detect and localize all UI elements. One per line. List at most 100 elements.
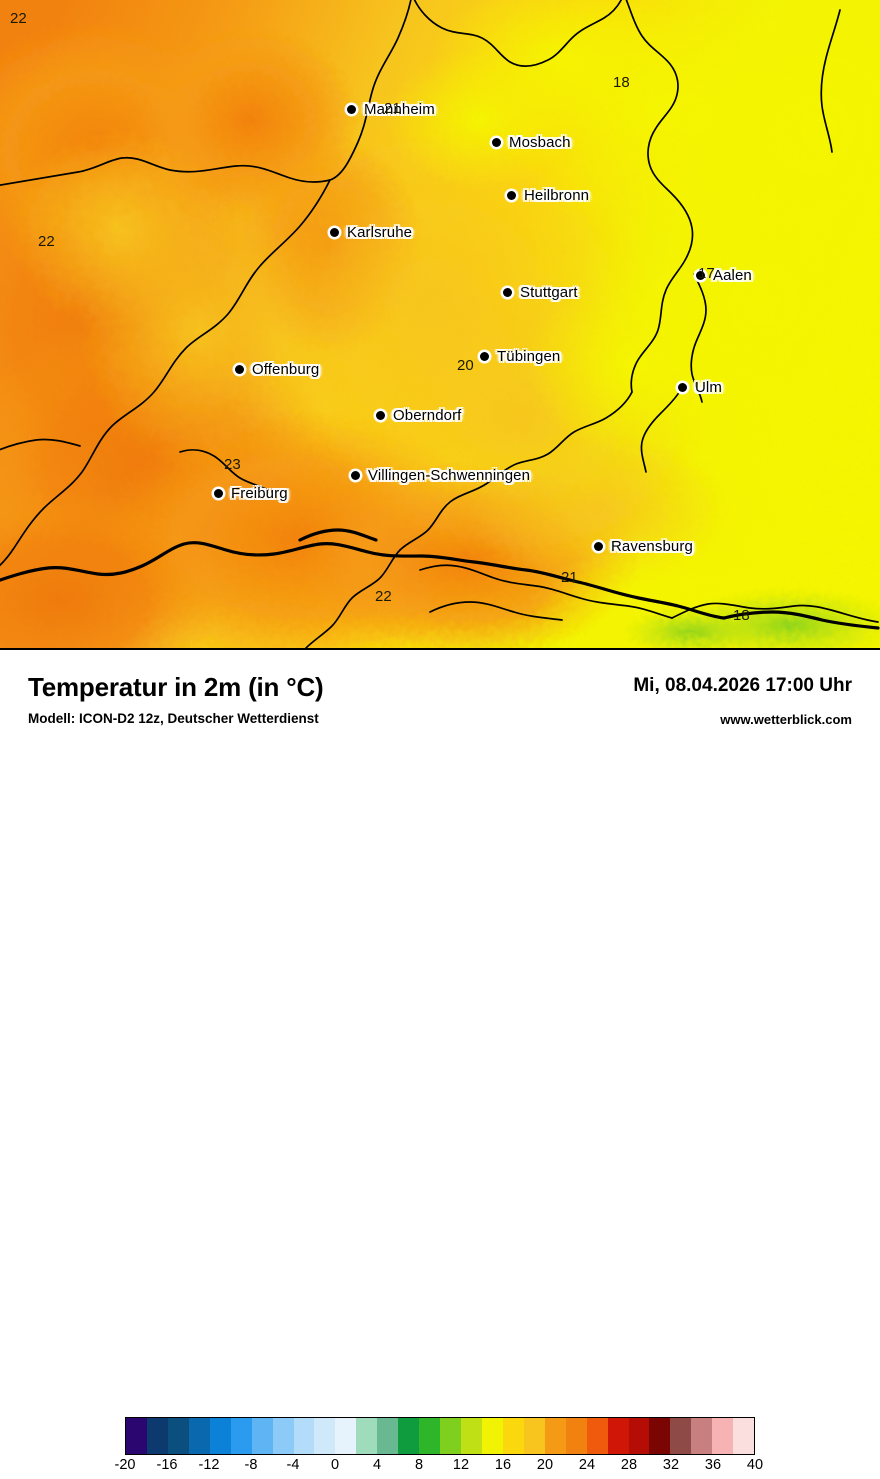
footer: Temperatur in 2m (in °C) Modell: ICON-D2… (0, 650, 880, 1473)
color-scale-swatch (230, 1418, 252, 1454)
isoline-label: 18 (613, 74, 630, 91)
color-scale-tick-label: 12 (452, 1457, 470, 1473)
isoline-label: 22 (375, 588, 392, 605)
color-scale-swatch (440, 1418, 461, 1454)
color-scale-swatch (188, 1418, 210, 1454)
color-scale-tick-label: -8 (244, 1457, 258, 1473)
national-border (0, 528, 880, 630)
isoline-label: 21 (561, 569, 578, 586)
color-scale-tick-label: -16 (156, 1457, 178, 1473)
city-marker-mosbach[interactable]: Mosbach (492, 134, 571, 151)
color-scale-swatch (733, 1418, 755, 1454)
city-label: Ravensburg (611, 538, 693, 555)
city-marker-freiburg[interactable]: Freiburg (214, 485, 288, 502)
city-marker-aalen[interactable]: Aalen (696, 267, 752, 284)
city-dot-icon (214, 489, 223, 498)
color-scale-tick-label: -20 (114, 1457, 136, 1473)
isoline-label: 22 (10, 10, 27, 27)
color-scale-tick-label: 32 (662, 1457, 680, 1473)
city-dot-icon (503, 288, 512, 297)
city-label: Mosbach (509, 134, 571, 151)
color-scale-swatch (398, 1418, 420, 1454)
administrative-borders (0, 0, 879, 649)
website-credit: www.wetterblick.com (720, 712, 852, 727)
city-dot-icon (376, 411, 385, 420)
color-scale-swatch (565, 1418, 587, 1454)
city-label: Villingen-Schwenningen (368, 467, 531, 484)
color-scale-swatch (649, 1418, 671, 1454)
color-scale-swatch (335, 1418, 357, 1454)
color-scale-tick-label: 36 (704, 1457, 722, 1473)
color-scale-swatch (461, 1418, 482, 1454)
color-scale-tick-label: 4 (372, 1457, 382, 1473)
isoline-label: 22 (38, 233, 55, 250)
color-scale-swatch (628, 1418, 650, 1454)
color-scale-swatch (377, 1418, 399, 1454)
city-dot-icon (480, 352, 489, 361)
isoline-label: 21 (384, 100, 401, 117)
city-label: Ulm (695, 379, 722, 396)
color-scale-swatch (586, 1418, 608, 1454)
city-dot-icon (235, 365, 244, 374)
city-dot-icon (594, 542, 603, 551)
city-dot-icon (330, 228, 339, 237)
color-scale-swatch (272, 1418, 294, 1454)
color-scale-swatch (146, 1418, 168, 1454)
city-marker-mannheim[interactable]: Mannheim (347, 101, 435, 118)
city-marker-villingen-schwenningen[interactable]: Villingen-Schwenningen (351, 467, 530, 484)
city-label: Tübingen (497, 348, 561, 365)
city-label: Offenburg (252, 361, 320, 378)
color-scale-tick-label: 24 (578, 1457, 596, 1473)
color-scale-tick-label: 20 (536, 1457, 554, 1473)
color-scale-tick-label: 0 (330, 1457, 340, 1473)
color-scale: -20 -16 -12 -8 -4 0 4 8 12 16 20 24 28 32 36 40 (115, 1417, 763, 1473)
city-label: Oberndorf (393, 407, 462, 424)
color-scale-swatch (209, 1418, 231, 1454)
color-scale-swatch (712, 1418, 734, 1454)
color-scale-swatch (293, 1418, 315, 1454)
color-scale-swatch (356, 1418, 378, 1454)
valid-time: Mi, 08.04.2026 17:00 Uhr (633, 675, 852, 696)
city-dot-icon (492, 138, 501, 147)
city-marker-heilbronn[interactable]: Heilbronn (507, 187, 589, 204)
color-scale-swatch (670, 1418, 692, 1454)
city-marker-karlsruhe[interactable]: Karlsruhe (330, 224, 412, 241)
city-marker-offenburg[interactable]: Offenburg (235, 361, 319, 378)
color-scale-swatch (167, 1418, 189, 1454)
color-scale-swatch (314, 1418, 336, 1454)
color-scale-swatch (251, 1418, 273, 1454)
city-label: Stuttgart (520, 284, 578, 301)
city-dot-icon (507, 191, 516, 200)
color-scale-tick-label: 8 (414, 1457, 424, 1473)
temperature-map[interactable]: Mannheim Mosbach Heilbronn Karlsruhe Aalen St… (0, 0, 880, 650)
city-label: Heilbronn (524, 187, 590, 204)
color-scale-swatch (126, 1418, 147, 1454)
color-scale-swatch (607, 1418, 629, 1454)
city-marker-ravensburg[interactable]: Ravensburg (594, 538, 693, 555)
color-scale-swatch (481, 1418, 503, 1454)
city-label: Aalen (713, 267, 752, 284)
isoline-label: 17 (698, 265, 715, 282)
city-marker-stuttgart[interactable]: Stuttgart (503, 284, 578, 301)
city-dot-icon (351, 471, 360, 480)
color-scale-tick-label: -12 (198, 1457, 220, 1473)
color-scale-swatch (419, 1418, 441, 1454)
color-scale-tick-label: 28 (620, 1457, 638, 1473)
city-dot-icon (696, 271, 705, 280)
color-scale-tick-label: -4 (286, 1457, 300, 1473)
color-scale-swatch (691, 1418, 713, 1454)
page-title: Temperatur in 2m (in °C) (28, 672, 324, 702)
isoline-label: 20 (457, 357, 474, 374)
color-scale-tick-label: 16 (494, 1457, 512, 1473)
isoline-label: 18 (733, 607, 750, 624)
color-scale-ticks: -20 -16 -12 -8 -4 0 4 8 12 16 20 24 28 32 36 40 (115, 1455, 764, 1479)
model-subtitle: Modell: ICON-D2 12z, Deutscher Wetterdie… (28, 711, 319, 726)
color-scale-swatches (125, 1417, 755, 1455)
isoline-label: 23 (224, 456, 241, 473)
city-dot-icon (347, 105, 356, 114)
city-marker-ulm[interactable]: Ulm (678, 379, 722, 396)
color-scale-swatch (544, 1418, 566, 1454)
city-marker-oberndorf[interactable]: Oberndorf (376, 407, 461, 424)
city-marker-t-bingen[interactable]: Tübingen (480, 348, 560, 365)
